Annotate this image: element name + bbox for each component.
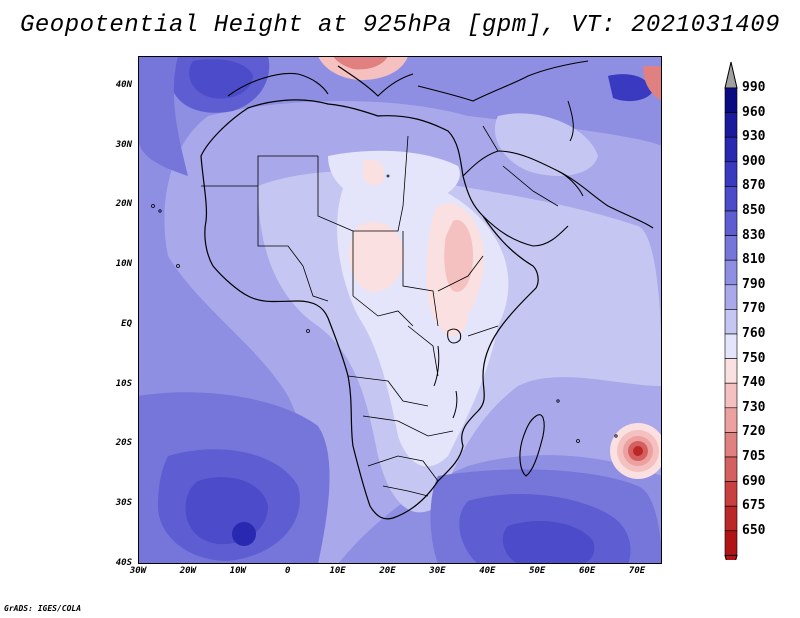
colorbar-level-label: 690 [742, 473, 766, 489]
colorbar-level-label: 705 [742, 449, 766, 464]
lake-victoria [447, 328, 462, 344]
colorbar-swatch [724, 112, 738, 138]
x-tick-label: 10E [329, 566, 346, 576]
field-ne-red [643, 66, 662, 101]
islands [151, 174, 618, 443]
colorbar-level-label: 740 [742, 375, 766, 391]
colorbar [724, 61, 738, 560]
colorbar-level-label: 730 [742, 399, 766, 415]
field-rift-low [439, 296, 469, 337]
field-azores-high-core [189, 59, 253, 99]
field-ne-dark [608, 74, 653, 102]
colorbar-swatch [724, 481, 738, 507]
y-tick-label: 20N [115, 199, 132, 210]
x-tick-label: 20W [179, 566, 197, 576]
europe-coastline [227, 60, 589, 102]
colorbar-level-label: 870 [742, 178, 766, 194]
persian-gulf-coastline [557, 100, 584, 197]
country-borders [201, 125, 559, 497]
colorbar-swatch [724, 432, 738, 458]
lake-malawi [452, 390, 458, 419]
field-ethiopia-low-core [444, 220, 473, 292]
y-tick-label: EQ [121, 318, 132, 329]
colorbar-swatch [724, 136, 738, 163]
map-canvas [138, 56, 662, 564]
y-tick-label: 10S [115, 378, 132, 389]
colorbar-level-label: 930 [742, 129, 766, 145]
lake-tanganyika [433, 345, 440, 387]
colorbar-level-label: 900 [742, 153, 766, 169]
colorbar-swatch [724, 186, 738, 212]
y-tick-label: 40N [115, 79, 132, 90]
map-title: Geopotential Height at 925hPa [gpm], VT:… [19, 12, 781, 39]
colorbar-swatch [724, 284, 738, 310]
x-tick-label: 20E [379, 566, 396, 576]
colorbar-level-label: 850 [742, 203, 766, 218]
colorbar-swatch [724, 456, 738, 482]
colorbar-swatch [724, 505, 738, 532]
field-sahara-light [328, 150, 460, 206]
colorbar-swatch [724, 333, 738, 359]
colorbar-level-label: 650 [742, 522, 766, 538]
x-tick-label: 70E [628, 566, 646, 576]
colorbar-top-extension [724, 61, 738, 89]
colorbar-swatch [724, 235, 738, 261]
x-tick-label: 40E [479, 566, 496, 576]
x-tick-label: 10W [229, 566, 246, 576]
colorbar-bottom-extension [724, 554, 738, 560]
madagascar-coastline [519, 414, 545, 477]
colorbar-level-label: 990 [742, 80, 766, 95]
field-sahara-warm [363, 159, 385, 186]
colorbar-swatch [724, 530, 738, 556]
colorbar-level-label: 960 [742, 104, 766, 120]
colorbar-level-label: 830 [742, 227, 766, 243]
field-ind-low-core [633, 446, 643, 456]
field-arabia-light [494, 113, 598, 176]
colorbar-level-label: 790 [742, 276, 766, 292]
colorbar-level-label: 720 [742, 424, 766, 440]
colorbar-swatch [724, 259, 738, 286]
x-tick-label: 0 [284, 566, 291, 576]
x-tick-label: 30W [129, 566, 147, 576]
map-frame [138, 56, 662, 564]
colorbar-swatch [724, 161, 738, 187]
colorbar-level-label: 810 [742, 252, 766, 268]
colorbar-swatch [724, 407, 738, 433]
y-tick-label: 10N [115, 259, 132, 270]
field-nw-band [138, 56, 188, 176]
map-panel [138, 56, 662, 564]
colorbar-level-label: 770 [742, 301, 766, 317]
colorbar-level-label: 675 [742, 498, 766, 514]
colorbar-swatch [724, 358, 738, 384]
y-tick-label: 20S [115, 438, 132, 449]
field-sind-high-core [502, 521, 595, 564]
grads-credit: GrADS: IGES/COLA [4, 604, 82, 613]
colorbar-swatch [724, 309, 738, 335]
colorbar-level-label: 750 [742, 350, 766, 366]
colorbar-level-label: 760 [742, 326, 766, 341]
field-satl-high-peak [232, 522, 256, 546]
y-tick-label: 30N [115, 139, 132, 150]
y-tick-label: 40S [115, 558, 132, 568]
x-tick-label: 50E [529, 566, 546, 576]
field-sudan-low [349, 222, 404, 292]
africa-coastline [200, 99, 539, 520]
x-tick-label: 60E [579, 566, 596, 576]
y-tick-label: 30S [115, 498, 132, 509]
colorbar-swatch [724, 210, 738, 236]
colorbar-swatch [724, 382, 738, 409]
colorbar-swatch [724, 87, 738, 113]
field-med-low-core [333, 56, 388, 70]
arabia-coastline [462, 150, 654, 247]
x-tick-label: 30E [429, 566, 446, 576]
